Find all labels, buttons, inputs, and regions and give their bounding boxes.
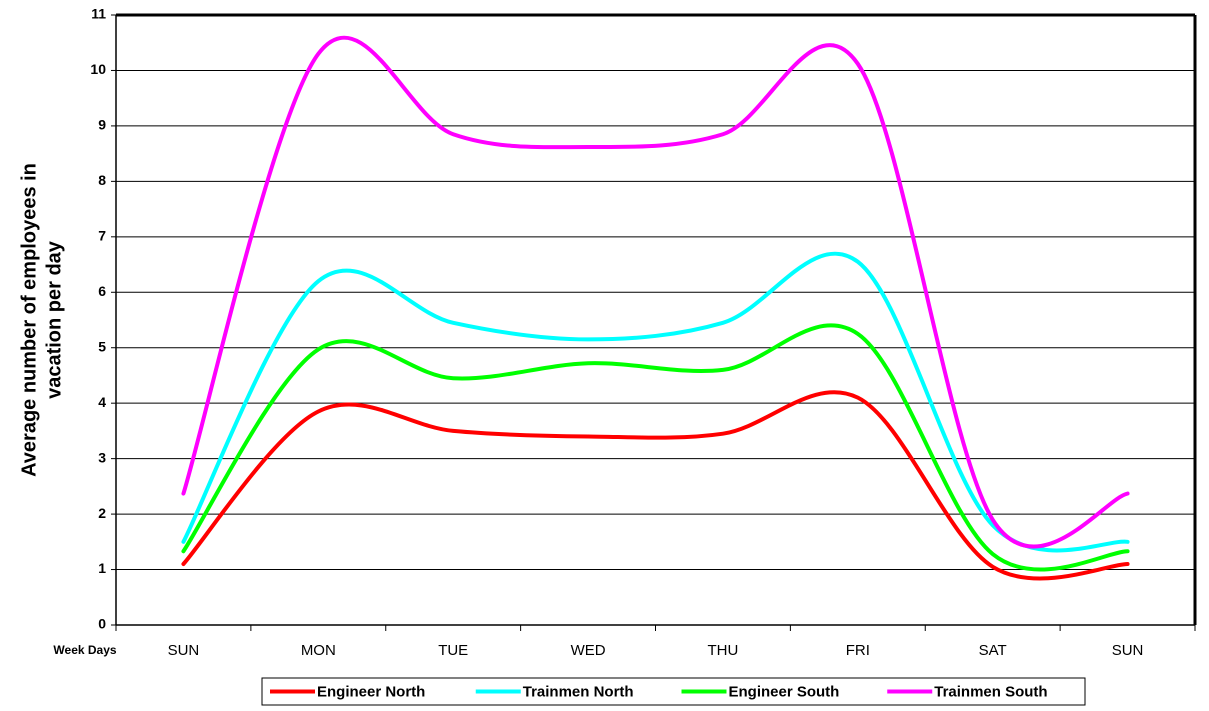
y-tick-label: 9	[98, 117, 106, 133]
legend-box	[261, 677, 1086, 706]
legend-label: Engineer South	[729, 683, 840, 700]
x-tick-label: SAT	[979, 642, 1007, 659]
series-line	[181, 323, 1130, 572]
x-tick-label: SUN	[1112, 642, 1144, 659]
y-tick-label: 3	[98, 449, 106, 465]
series-line	[181, 35, 1130, 549]
y-tick-label: 2	[98, 505, 106, 521]
legend-label: Trainmen South	[934, 683, 1047, 700]
legend-label: Engineer North	[317, 683, 425, 700]
x-tick-label: THU	[708, 642, 739, 659]
x-tick-label: MON	[301, 642, 336, 659]
series-line	[181, 251, 1130, 553]
x-axis-title: Week Days	[53, 643, 116, 657]
y-tick-label: 10	[90, 61, 106, 77]
x-tick-label: TUE	[438, 642, 468, 659]
y-axis-title: vacation per day	[43, 240, 65, 399]
y-tick-label: 8	[98, 172, 106, 188]
y-tick-label: 6	[98, 283, 106, 299]
y-axis-title: Average number of employees in	[18, 163, 40, 477]
y-tick-label: 0	[98, 616, 106, 632]
y-tick-label: 11	[91, 6, 106, 22]
x-tick-label: FRI	[846, 642, 870, 659]
x-tick-label: SUN	[168, 642, 200, 659]
legend-label: Trainmen North	[523, 683, 634, 700]
series-line	[181, 390, 1130, 581]
y-tick-label: 4	[98, 394, 106, 410]
y-tick-label: 7	[98, 228, 106, 244]
x-tick-label: WED	[571, 642, 606, 659]
y-tick-label: 1	[98, 560, 106, 576]
y-tick-label: 5	[98, 338, 106, 354]
